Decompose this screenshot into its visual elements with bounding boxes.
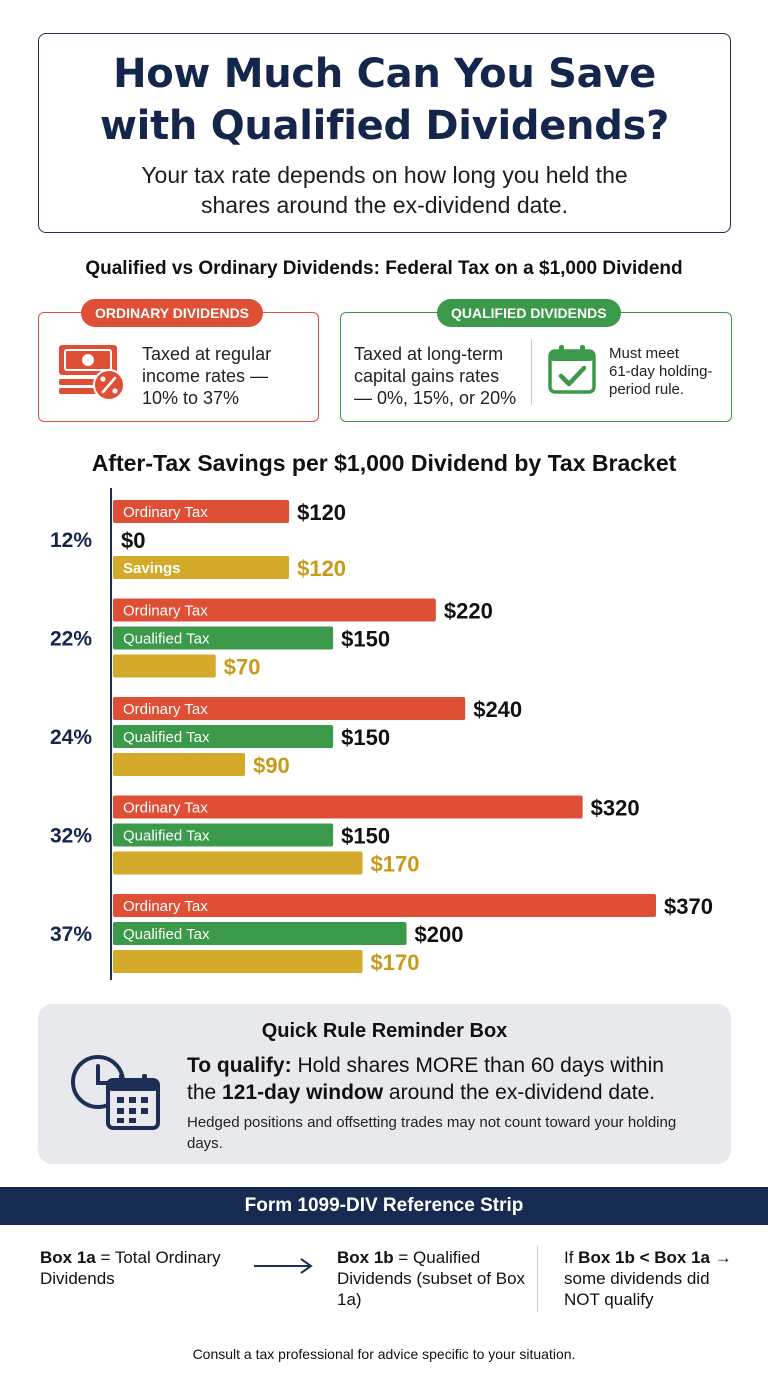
ordinary-line-3: 10% to 37% — [142, 388, 240, 408]
money-percent-icon — [57, 341, 127, 408]
holding-note-line-2: 61-day holding- — [609, 363, 713, 380]
holding-note-line-1: Must meet — [609, 345, 680, 362]
qualified-description: Taxed at long-term capital gains rates —… — [354, 343, 530, 409]
arrow-right-icon — [252, 1256, 314, 1281]
ordinary-tax-bar-text: Ordinary Tax — [123, 898, 208, 915]
bracket-label-32pct: 32% — [50, 825, 92, 848]
bracket-label-24pct: 24% — [50, 726, 92, 749]
box-comparison-note: If Box 1b < Box 1a → some dividends did … — [564, 1247, 744, 1310]
rule-lead-bold: To qualify: — [187, 1054, 292, 1077]
box-1b-label: Box 1b — [337, 1248, 394, 1267]
holding-note-line-3: period rule. — [609, 381, 685, 398]
box-1b-text: = Qualified Dividends (subset of Box 1a) — [337, 1248, 526, 1309]
rule-lead-text: Hold shares MORE than 60 days within — [291, 1054, 664, 1077]
qualified-line-1: Taxed at long-term — [354, 344, 504, 364]
rule-line2-post: around the ex-dividend date. — [383, 1081, 656, 1104]
ordinary-tax-bar — [113, 697, 466, 720]
qualified-dividends-card: QUALIFIED DIVIDENDS Taxed at long-term c… — [340, 299, 732, 422]
savings-value-label: $170 — [370, 852, 419, 877]
ordinary-line-1: Taxed at regular — [142, 344, 272, 364]
qualified-tax-value-label: $200 — [415, 922, 464, 947]
ordinary-tax-value-label: $370 — [664, 894, 713, 919]
qualified-badge: QUALIFIED DIVIDENDS — [437, 299, 621, 327]
clock-calendar-icon — [68, 1052, 164, 1137]
qualified-tax-bar — [113, 823, 334, 847]
ordinary-description: Taxed at regular income rates — 10% to 3… — [142, 343, 312, 409]
strip-divider — [537, 1246, 538, 1312]
box-1a-label: Box 1a — [40, 1248, 96, 1267]
ordinary-badge: ORDINARY DIVIDENDS — [81, 299, 264, 327]
title-line-1: How Much Can You Save — [113, 51, 656, 97]
savings-bar — [113, 654, 216, 678]
subtitle-line-1: Your tax rate depends on how long you he… — [141, 162, 628, 188]
savings-value-label: $90 — [253, 753, 290, 778]
qualified-tax-bar — [113, 725, 334, 748]
ordinary-dividends-card: ORDINARY DIVIDENDS Taxed at regular inco… — [38, 299, 319, 422]
bracket-label-22pct: 22% — [50, 628, 92, 651]
qualification-rule: To qualify: Hold shares MORE than 60 day… — [187, 1052, 717, 1106]
ordinary-tax-bar — [113, 500, 290, 523]
rule-window-bold: 121-day window — [222, 1081, 384, 1104]
ordinary-tax-bar — [113, 894, 656, 917]
comparison-text: some dividends did NOT qualify — [564, 1269, 710, 1309]
qualified-tax-bar-text: Qualified Tax — [123, 828, 210, 845]
qualified-tax-value-label: $150 — [341, 824, 390, 849]
title-line-2: with Qualified Dividends? — [100, 103, 669, 149]
chart-title: After-Tax Savings per $1,000 Dividend by… — [91, 450, 677, 476]
savings-value-label: $120 — [297, 556, 346, 581]
title-box: How Much Can You Save with Qualified Div… — [38, 33, 731, 233]
quick-rule-reminder-box: Quick Rule Reminder Box To qualify: Hold… — [38, 1004, 731, 1164]
savings-value-label: $70 — [224, 655, 261, 680]
ordinary-tax-bar-text: Ordinary Tax — [123, 504, 208, 521]
qualified-tax-bar — [113, 626, 334, 650]
rule-line2-pre: the — [187, 1081, 223, 1104]
ordinary-line-2: income rates — — [142, 366, 269, 386]
ordinary-tax-value-label: $120 — [297, 500, 346, 525]
qualified-line-2: capital gains rates — [354, 366, 500, 386]
box-1b-description: Box 1b = Qualified Dividends (subset of … — [337, 1247, 527, 1310]
ordinary-tax-bar — [113, 795, 583, 819]
savings-value-label: $170 — [370, 950, 419, 975]
savings-bar-chart: 12% Ordinary Tax $120 $0 Savings $120 22% Ordin… — [50, 488, 713, 980]
savings-bar-text: Savings — [123, 560, 181, 577]
comparison-bold: Box 1b < Box 1a → — [578, 1248, 732, 1267]
comparison-pre: If — [564, 1248, 579, 1267]
box-1a-text: = Total Ordinary Dividends — [40, 1248, 221, 1288]
qualified-tax-bar-text: Qualified Tax — [123, 631, 210, 648]
page-title: How Much Can You Save with Qualified Div… — [39, 48, 730, 152]
savings-bar — [113, 556, 290, 579]
reminder-heading: Quick Rule Reminder Box — [261, 1020, 508, 1042]
qualified-tax-value-label: $0 — [121, 528, 145, 553]
qualified-line-3: — 0%, 15%, or 20% — [354, 388, 517, 408]
bracket-label-12pct: 12% — [50, 529, 92, 552]
savings-bar — [113, 753, 246, 776]
ordinary-tax-bar-text: Ordinary Tax — [123, 701, 208, 718]
holding-period-note: Must meet 61-day holding- period rule. — [609, 345, 729, 399]
ordinary-tax-bar-text: Ordinary Tax — [123, 800, 208, 817]
footer-disclaimer: Consult a tax professional for advice sp… — [192, 1346, 576, 1362]
subtitle-line-2: shares around the ex-dividend date. — [201, 192, 568, 218]
ordinary-tax-bar — [113, 598, 436, 622]
calendar-check-icon — [547, 343, 597, 400]
savings-bar — [113, 851, 363, 875]
ordinary-tax-value-label: $240 — [473, 697, 522, 722]
hedging-note: Hedged positions and offsetting trades m… — [187, 1114, 677, 1152]
qualified-tax-value-label: $150 — [341, 725, 390, 750]
qualified-tax-bar-text: Qualified Tax — [123, 729, 210, 746]
ordinary-tax-bar-text: Ordinary Tax — [123, 603, 208, 620]
ordinary-tax-value-label: $320 — [591, 796, 640, 821]
qualified-divider — [531, 339, 532, 405]
box-1a-description: Box 1a = Total Ordinary Dividends — [40, 1247, 250, 1289]
bracket-label-37pct: 37% — [50, 923, 92, 946]
qualified-tax-bar-text: Qualified Tax — [123, 926, 210, 943]
subtitle: Your tax rate depends on how long you he… — [39, 160, 730, 220]
savings-bar — [113, 950, 363, 973]
qualified-tax-value-label: $150 — [341, 627, 390, 652]
ordinary-tax-value-label: $220 — [444, 599, 493, 624]
qualified-tax-bar — [113, 922, 407, 945]
comparison-heading: Qualified vs Ordinary Dividends: Federal… — [85, 258, 683, 279]
form-1099-div-strip-title: Form 1099-DIV Reference Strip — [0, 1187, 768, 1225]
